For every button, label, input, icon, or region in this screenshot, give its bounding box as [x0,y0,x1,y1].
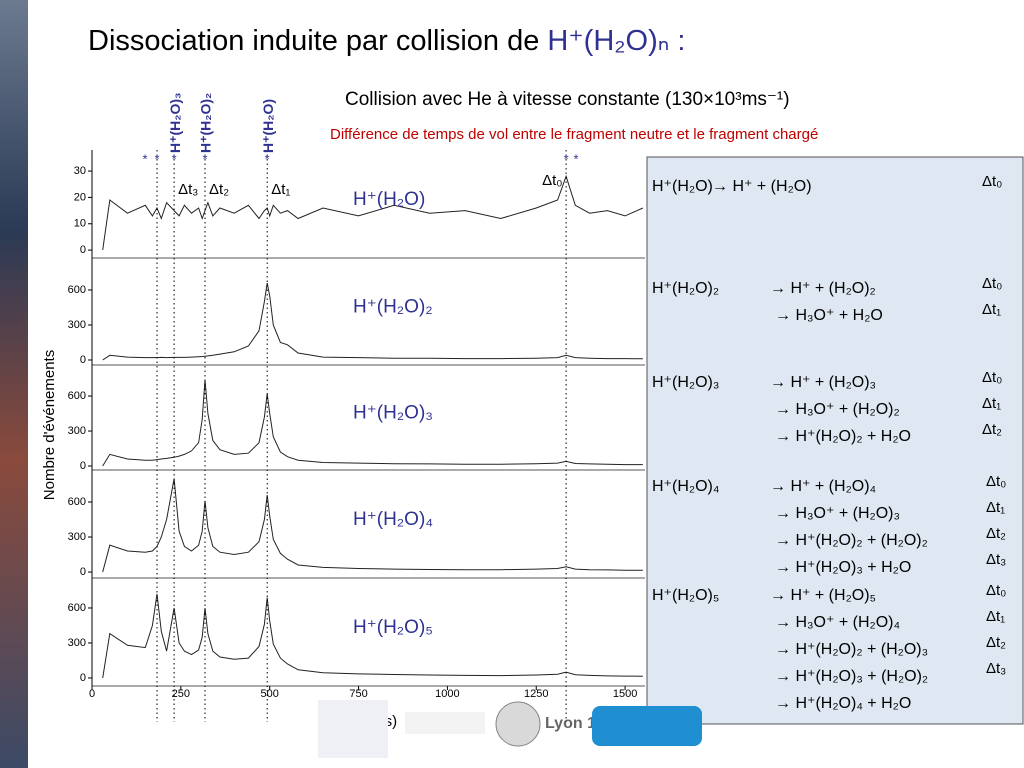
y-tick-label: 600 [68,284,86,296]
reaction-dt: Δt₁ [986,499,1005,516]
species-label: H⁺(H₂O)₃ [167,92,183,153]
asterisk: * [142,151,147,166]
spectrum-line [102,478,643,573]
logo [318,700,388,758]
slide-title: Dissociation induite par collision de H⁺… [88,25,685,57]
reaction-dt: Δt₁ [986,608,1005,625]
species-label: H⁺(H₂O) [260,99,276,153]
reaction-parent: H⁺(H₂O)₄ [652,478,719,495]
x-tick-label: 1500 [613,688,637,700]
spectrum-line [102,593,643,679]
reaction-product: → H₃O⁺ + H₂O [775,307,883,324]
logo [592,706,702,746]
side-image [0,0,28,768]
reaction-parent: H⁺(H₂O) [652,178,713,195]
y-tick-label: 0 [80,354,86,366]
reaction-product: → H⁺(H₂O)₃ + (H₂O)₂ [775,668,928,685]
reaction-product: → H⁺ + (H₂O)₄ [770,478,876,495]
x-tick-label: 1250 [524,688,548,700]
panel-label: H⁺(H₂O)₂ [353,297,433,318]
spectrum-line [102,379,643,467]
y-tick-label: 300 [68,319,86,331]
y-tick-label: 0 [80,244,86,256]
logo [495,701,541,747]
y-tick-label: 600 [68,390,86,402]
reaction-dt: Δt₁ [982,395,1001,412]
asterisk: * [155,151,160,166]
title-text: Dissociation induite par collision de [88,25,539,57]
y-tick-label: 300 [68,531,86,543]
reaction-product: → H₃O⁺ + (H₂O)₄ [775,614,900,631]
reaction-dt: Δt₃ [986,660,1006,677]
panel-label: H⁺(H₂O) [353,189,425,210]
reaction-dt: Δt₂ [986,634,1006,651]
logo-text: Lyon 1 [545,715,596,732]
spectrum-line [102,174,644,251]
reaction-product: → H⁺ + (H₂O)₂ [770,280,876,297]
y-tick-label: 0 [80,566,86,578]
reaction-dt: Δt₀ [982,173,1002,190]
reaction-product: → H⁺(H₂O)₂ + (H₂O)₃ [775,641,928,658]
time-label: Δt₃ [178,181,198,198]
reaction-dt: Δt₂ [986,525,1006,542]
reaction-product: → H⁺ + (H₂O)₅ [770,587,876,604]
asterisk: * [265,151,270,166]
title-species: H⁺(H₂O)ₙ : [547,25,685,57]
logo [405,712,485,734]
x-tick-label: 1000 [435,688,459,700]
panel-label: H⁺(H₂O)₄ [353,509,433,530]
spectrum-line [102,282,643,361]
reaction-product: → H⁺ + (H₂O) [712,178,812,195]
asterisk: * [573,151,578,166]
reaction-product: → H₃O⁺ + (H₂O)₂ [775,401,900,418]
y-tick-label: 0 [80,672,86,684]
y-tick-label: 300 [68,425,86,437]
asterisk: * [564,151,569,166]
logos: Lyon 1 [318,700,702,758]
reaction-dt: Δt₀ [986,473,1006,490]
time-label: Δt₁ [271,181,290,198]
reaction-dt: Δt₂ [982,421,1002,438]
y-tick-label: 300 [68,637,86,649]
reaction-product: → H⁺(H₂O)₂ + H₂O [775,428,911,445]
reaction-product: → H⁺(H₂O)₂ + (H₂O)₂ [775,532,928,549]
reaction-parent: H⁺(H₂O)₃ [652,374,719,391]
reaction-dt: Δt₀ [986,582,1006,599]
y-tick-label: 600 [68,602,86,614]
asterisk: * [172,151,177,166]
reaction-product: → H₃O⁺ + (H₂O)₃ [775,505,900,522]
y-tick-label: 10 [74,218,86,230]
panel-label: H⁺(H₂O)₅ [353,617,433,638]
reaction-parent: H⁺(H₂O)₂ [652,280,719,297]
species-label: H⁺(H₂O)₂ [198,93,214,153]
reaction-dt: Δt₀ [982,275,1002,292]
x-tick-label: 0 [89,688,95,700]
y-tick-label: 0 [80,460,86,472]
reaction-product: → H⁺ + (H₂O)₃ [770,374,876,391]
x-tick-label: 250 [172,688,190,700]
x-tick-label: 750 [349,688,367,700]
time-label: Δt₂ [209,181,229,198]
asterisk: * [202,151,207,166]
reaction-dt: Δt₃ [986,551,1006,568]
reaction-parent: H⁺(H₂O)₅ [652,587,719,604]
reactions-panel [646,156,1024,725]
time-label: Δt₀ [542,172,562,189]
reaction-product: → H⁺(H₂O)₃ + H₂O [775,559,911,576]
subtitle: Collision avec He à vitesse constante (1… [345,89,790,110]
panel-label: H⁺(H₂O)₃ [353,403,433,424]
note: Différence de temps de vol entre le frag… [330,126,818,143]
y-tick-label: 30 [74,165,86,177]
reaction-dt: Δt₁ [982,301,1001,318]
reaction-product: → H⁺(H₂O)₄ + H₂O [775,695,911,712]
x-tick-label: 500 [261,688,279,700]
y-axis-label: Nombre d'événements [41,350,58,500]
reaction-dt: Δt₀ [982,369,1002,386]
y-tick-label: 600 [68,496,86,508]
y-tick-label: 20 [74,191,86,203]
